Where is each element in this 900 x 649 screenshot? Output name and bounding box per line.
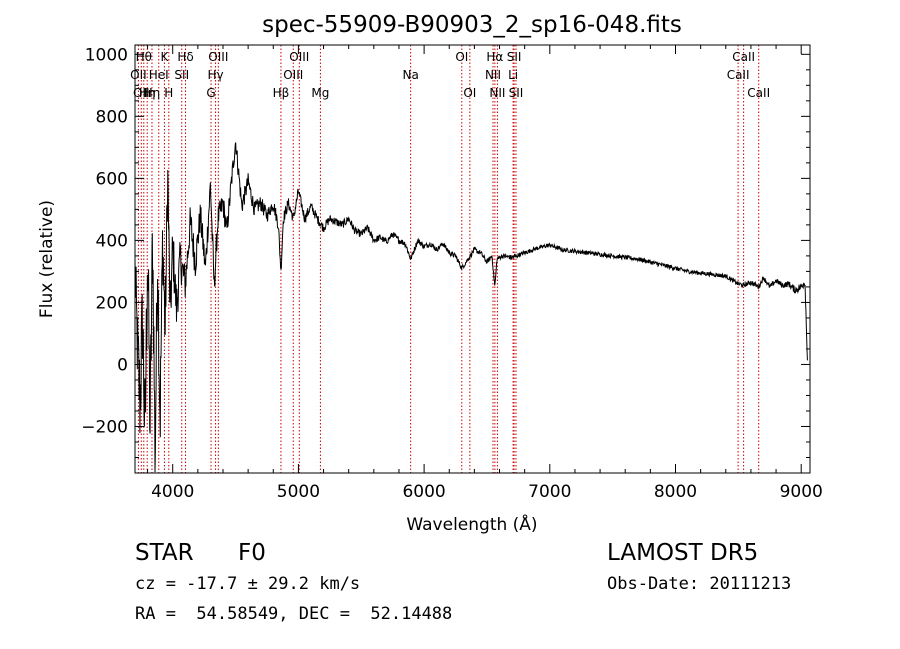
line-marker-label: G xyxy=(206,86,215,100)
line-marker-label: SII xyxy=(174,68,189,82)
spectrum-line xyxy=(134,142,808,473)
line-marker-label: H xyxy=(164,86,173,100)
line-marker-label: Na xyxy=(402,68,418,82)
line-marker-label: K xyxy=(160,50,169,64)
y-tick-label: 1000 xyxy=(85,45,128,65)
plot-frame xyxy=(134,44,811,474)
y-tick-label: 200 xyxy=(96,293,128,313)
chart-title: spec-55909-B90903_2_sp16-048.fits xyxy=(262,12,682,38)
line-marker-label: SII xyxy=(507,50,522,64)
line-marker-label: OII xyxy=(130,68,147,82)
line-marker-label: Mg xyxy=(311,86,329,100)
y-axis-label: Flux (relative) xyxy=(37,200,57,318)
y-tick-label: 400 xyxy=(96,231,128,251)
line-marker-label: OI xyxy=(463,86,476,100)
line-marker-label: CaII xyxy=(727,68,750,82)
y-tick-label: 600 xyxy=(96,169,128,189)
survey-name: LAMOST DR5 xyxy=(607,540,759,566)
line-marker-label: HeI xyxy=(149,68,169,82)
line-marker-label: Hβ xyxy=(273,86,290,100)
y-tick-label: −200 xyxy=(81,417,128,437)
y-axis: −200 0 200 400 600 800 1000 xyxy=(81,45,810,458)
line-marker-label: Hθ xyxy=(136,50,152,64)
x-tick-label: 6000 xyxy=(402,482,445,502)
line-marker-label: OIII xyxy=(208,50,228,64)
x-tick-label: 9000 xyxy=(780,482,823,502)
line-marker-label: OIII xyxy=(289,50,309,64)
object-class: STAR xyxy=(135,540,194,566)
redshift-readout: cz = -17.7 ± 29.2 km/s xyxy=(135,574,361,594)
coordinates-readout: RA = 54.58549, DEC = 52.14488 xyxy=(135,604,453,624)
observation-date: Obs-Date: 20111213 xyxy=(607,574,792,594)
x-axis: 4000 5000 6000 7000 8000 9000 xyxy=(147,45,823,502)
emission-line-labels: OIIOIIHθHηHηHeIKHSIIHδGHγOIIIHβOIIIOIIIM… xyxy=(130,50,770,100)
line-marker-label: CaII xyxy=(747,86,770,100)
line-marker-label: SII xyxy=(509,86,524,100)
line-marker-label: Li xyxy=(508,68,518,82)
line-marker-label: NII xyxy=(485,68,501,82)
line-marker-label: Hη xyxy=(144,86,161,100)
line-marker-label: Hδ xyxy=(177,50,193,64)
x-tick-label: 8000 xyxy=(654,482,697,502)
x-tick-label: 5000 xyxy=(277,482,320,502)
x-tick-label: 7000 xyxy=(528,482,571,502)
line-marker-label: OI xyxy=(455,50,468,64)
line-marker-label: CaII xyxy=(732,50,755,64)
x-axis-label: Wavelength (Å) xyxy=(406,513,537,535)
object-subclass: F0 xyxy=(238,540,266,566)
emission-line-markers xyxy=(137,45,760,473)
line-marker-label: OIII xyxy=(283,68,303,82)
line-marker-label: OII xyxy=(133,86,150,100)
line-marker-label: Hγ xyxy=(208,68,224,82)
y-tick-label: 800 xyxy=(96,107,128,127)
y-tick-label: 0 xyxy=(117,355,128,375)
line-marker-label: Hα xyxy=(486,50,503,64)
line-marker-label: NII xyxy=(489,86,505,100)
x-tick-label: 4000 xyxy=(151,482,194,502)
line-marker-label: Hη xyxy=(139,86,156,100)
